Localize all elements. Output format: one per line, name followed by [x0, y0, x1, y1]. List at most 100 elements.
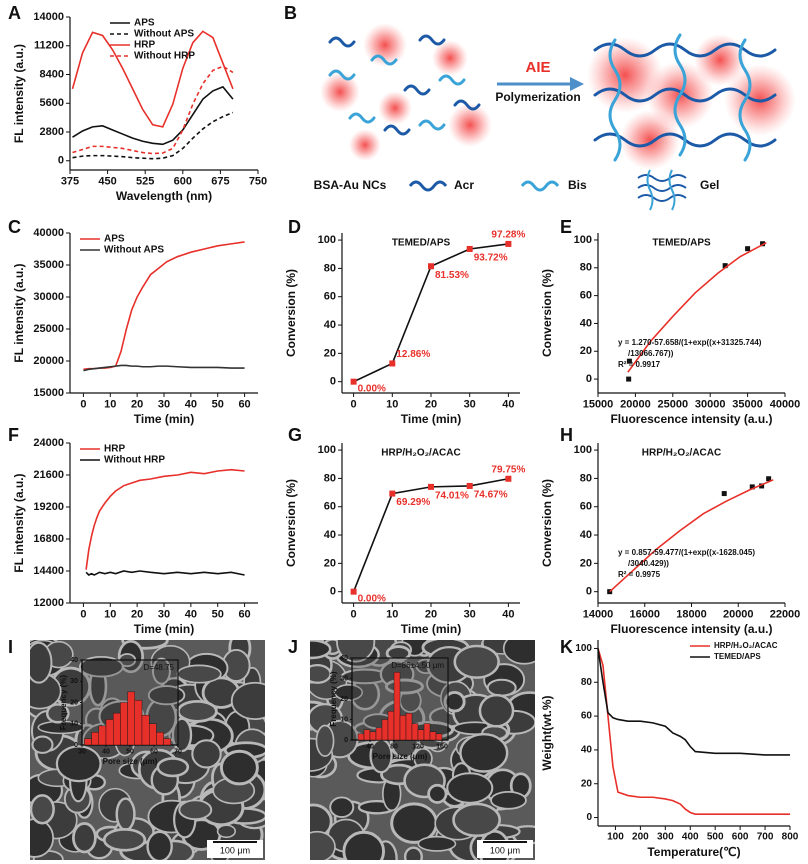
- pore: [55, 745, 102, 783]
- y-tick-label: 40: [70, 657, 78, 664]
- panel-label: H: [560, 425, 573, 445]
- y-tick-label: 0: [74, 742, 78, 749]
- y-axis-title: FL intensity (a.u.): [12, 44, 26, 143]
- x-tick-label: 20000: [620, 399, 651, 411]
- point-marker: [466, 482, 473, 489]
- fit-line: [609, 479, 774, 593]
- pore: [329, 796, 355, 819]
- y-tick-label: 100: [318, 234, 336, 246]
- x-axis-title: Time (min): [134, 622, 194, 636]
- x-tick-label: 30000: [695, 399, 726, 411]
- y-axis-title: Conversion (%): [540, 269, 554, 357]
- legend-label: BSA-Au NCs: [314, 178, 387, 192]
- series-line: [72, 85, 234, 146]
- pore: [342, 830, 385, 860]
- y-tick-label: 15000: [33, 387, 64, 399]
- x-tick-label: 375: [61, 176, 79, 188]
- scatter-point: [759, 483, 765, 489]
- x-tick-label: 20: [131, 399, 143, 411]
- y-axis-title: FL intensity (a.u.): [12, 473, 26, 572]
- y-tick-label: 20: [581, 778, 593, 789]
- histogram-bar: [429, 731, 437, 741]
- pore: [45, 703, 70, 724]
- legend-label: Acr: [454, 178, 474, 192]
- pore: [30, 818, 55, 858]
- pore: [178, 799, 213, 821]
- pore: [151, 657, 171, 685]
- x-tick-label: 14000: [583, 609, 614, 621]
- pore: [31, 735, 54, 754]
- x-axis-title: Time (min): [401, 622, 461, 636]
- x-tick-label: 40: [185, 609, 197, 621]
- legend-label: HRP/H₂O₂/ACAC: [714, 641, 778, 650]
- series-line: [72, 111, 234, 160]
- y-tick-label: 80: [324, 262, 336, 274]
- panel-label: E: [560, 217, 572, 237]
- scatter-point: [766, 476, 772, 482]
- x-tick-label: 80: [390, 744, 398, 751]
- panel-label: J: [288, 637, 298, 657]
- pore: [486, 678, 517, 697]
- histogram-bar: [393, 672, 401, 741]
- legend-label: HRP: [134, 40, 155, 51]
- monomers: [328, 34, 481, 136]
- x-tick-label: 20: [425, 609, 437, 621]
- y-tick-label: 0: [586, 812, 592, 823]
- x-tick-label: 100: [607, 832, 624, 843]
- value-label: 93.72%: [474, 253, 508, 264]
- histogram-bar: [134, 700, 143, 746]
- y-tick-label: 0: [586, 373, 592, 385]
- histogram-bar: [84, 738, 92, 746]
- y-tick-label: 25000: [33, 323, 64, 335]
- series-line: [83, 364, 245, 372]
- legend-label: APS: [104, 234, 125, 245]
- x-tick-label: 300: [657, 832, 674, 843]
- y-tick-label: 60: [324, 291, 336, 303]
- y-tick-label: 16800: [33, 533, 64, 545]
- y-tick-label: 0: [58, 155, 64, 167]
- x-axis-title: Pore size (μm): [373, 752, 428, 761]
- point-marker: [505, 475, 512, 482]
- y-tick-label: 40: [324, 529, 336, 541]
- point-marker: [389, 490, 396, 497]
- x-tick-label: 675: [211, 176, 229, 188]
- legend-label: Without HRP: [134, 51, 195, 62]
- pore: [216, 824, 237, 839]
- scale-bar-label: 100 μm: [490, 845, 520, 855]
- x-tick-label: 30: [464, 609, 476, 621]
- panel-label: G: [288, 425, 302, 445]
- pore: [310, 830, 336, 860]
- panel-label: K: [560, 637, 573, 657]
- pore: [443, 691, 466, 713]
- y-axis-title: Conversion (%): [540, 479, 554, 567]
- y-tick-label: 20: [580, 557, 592, 569]
- arrow-head: [570, 77, 584, 91]
- value-label: 74.01%: [435, 491, 469, 502]
- x-tick-label: 800: [782, 832, 799, 843]
- y-tick-label: 40: [324, 319, 336, 331]
- scatter-point: [760, 241, 766, 247]
- legend-label: Without APS: [104, 245, 164, 256]
- scale-bar-bg: [207, 840, 263, 858]
- x-tick-label: 15000: [583, 399, 614, 411]
- histogram-bar: [423, 723, 431, 741]
- gel-network: [587, 33, 796, 170]
- y-tick-label: 0: [586, 586, 592, 598]
- scatter-point: [721, 491, 727, 497]
- histogram-bar: [148, 723, 157, 746]
- histogram-bar: [399, 715, 407, 741]
- y-tick-label: 0: [344, 737, 348, 744]
- pore: [191, 739, 222, 769]
- free-nanoclusters: [320, 23, 492, 161]
- y-tick-label: 20000: [33, 355, 64, 367]
- histogram-bar: [369, 731, 377, 741]
- panel-label: C: [8, 217, 21, 237]
- y-tick-label: 60: [580, 290, 592, 302]
- value-label: 69.29%: [396, 497, 430, 508]
- x-tick-label: 40: [366, 744, 374, 751]
- series-line: [85, 570, 245, 576]
- panel-label: F: [8, 425, 19, 445]
- histogram-bar: [381, 719, 389, 741]
- scale-bar-label: 100 μm: [220, 845, 250, 855]
- x-tick-label: 20: [425, 399, 437, 411]
